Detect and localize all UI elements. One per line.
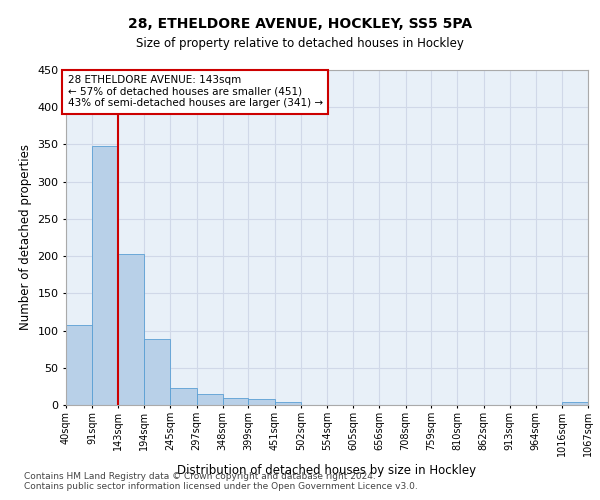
Text: Size of property relative to detached houses in Hockley: Size of property relative to detached ho… bbox=[136, 38, 464, 51]
X-axis label: Distribution of detached houses by size in Hockley: Distribution of detached houses by size … bbox=[178, 464, 476, 477]
Text: 28 ETHELDORE AVENUE: 143sqm
← 57% of detached houses are smaller (451)
43% of se: 28 ETHELDORE AVENUE: 143sqm ← 57% of det… bbox=[68, 75, 323, 108]
Bar bbox=[223, 398, 248, 405]
Bar bbox=[275, 402, 301, 405]
Text: 28, ETHELDORE AVENUE, HOCKLEY, SS5 5PA: 28, ETHELDORE AVENUE, HOCKLEY, SS5 5PA bbox=[128, 18, 472, 32]
Bar bbox=[562, 402, 588, 405]
Bar bbox=[197, 394, 223, 405]
Text: Contains public sector information licensed under the Open Government Licence v3: Contains public sector information licen… bbox=[24, 482, 418, 491]
Bar bbox=[248, 399, 275, 405]
Y-axis label: Number of detached properties: Number of detached properties bbox=[19, 144, 32, 330]
Bar bbox=[118, 254, 144, 405]
Bar bbox=[144, 340, 170, 405]
Bar bbox=[92, 146, 118, 405]
Bar bbox=[66, 324, 92, 405]
Text: Contains HM Land Registry data © Crown copyright and database right 2024.: Contains HM Land Registry data © Crown c… bbox=[24, 472, 376, 481]
Bar bbox=[170, 388, 197, 405]
